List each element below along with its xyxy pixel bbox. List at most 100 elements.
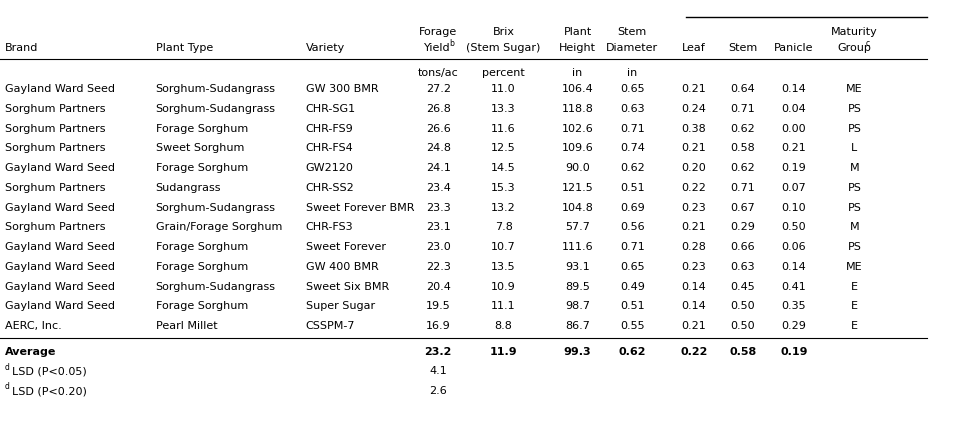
Text: GW 300 BMR: GW 300 BMR [306,84,379,94]
Text: Sweet Forever: Sweet Forever [306,242,385,252]
Text: 13.2: 13.2 [491,203,516,213]
Text: PS: PS [848,104,861,114]
Text: 27.2: 27.2 [426,84,451,94]
Text: 0.21: 0.21 [681,84,706,94]
Text: (Stem Sugar): (Stem Sugar) [466,43,541,53]
Text: 0.49: 0.49 [620,282,645,292]
Text: 8.8: 8.8 [495,321,512,331]
Text: Sweet Forever BMR: Sweet Forever BMR [306,203,414,213]
Text: Panicle: Panicle [774,43,814,53]
Text: PS: PS [848,203,861,213]
Text: 0.62: 0.62 [730,163,755,173]
Text: 0.06: 0.06 [781,242,806,252]
Text: 0.23: 0.23 [681,262,706,272]
Text: Forage Sorghum: Forage Sorghum [156,262,248,272]
Text: Forage Sorghum: Forage Sorghum [156,242,248,252]
Text: 0.65: 0.65 [620,84,645,94]
Text: LSD (P<0.20): LSD (P<0.20) [12,386,87,396]
Text: Sweet Sorghum: Sweet Sorghum [156,143,244,153]
Text: Sweet Six BMR: Sweet Six BMR [306,282,389,292]
Text: Sorghum Partners: Sorghum Partners [5,104,106,114]
Text: 10.7: 10.7 [491,242,516,252]
Text: Plant: Plant [563,27,592,37]
Text: 0.24: 0.24 [681,104,706,114]
Text: 0.45: 0.45 [730,282,755,292]
Text: 86.7: 86.7 [565,321,590,331]
Text: 0.65: 0.65 [620,262,645,272]
Text: 12.5: 12.5 [491,143,516,153]
Text: Height: Height [559,43,596,53]
Text: E: E [850,301,858,311]
Text: 0.66: 0.66 [730,242,755,252]
Text: 26.6: 26.6 [426,124,451,134]
Text: 0.62: 0.62 [730,124,755,134]
Text: 15.3: 15.3 [491,183,516,193]
Text: CHR-FS3: CHR-FS3 [306,222,354,232]
Text: 10.9: 10.9 [491,282,516,292]
Text: Sorghum-Sudangrass: Sorghum-Sudangrass [156,84,276,94]
Text: 11.9: 11.9 [490,347,517,357]
Text: 0.50: 0.50 [730,321,755,331]
Text: CHR-FS9: CHR-FS9 [306,124,354,134]
Text: 0.10: 0.10 [781,203,806,213]
Text: in: in [573,68,582,78]
Text: 23.0: 23.0 [426,242,451,252]
Text: b: b [450,39,455,48]
Text: Sorghum Partners: Sorghum Partners [5,143,106,153]
Text: Forage Sorghum: Forage Sorghum [156,163,248,173]
Text: 20.4: 20.4 [426,282,451,292]
Text: Gayland Ward Seed: Gayland Ward Seed [5,84,114,94]
Text: 0.23: 0.23 [681,203,706,213]
Text: 0.50: 0.50 [781,222,806,232]
Text: 16.9: 16.9 [426,321,451,331]
Text: Pearl Millet: Pearl Millet [156,321,217,331]
Text: 93.1: 93.1 [565,262,590,272]
Text: Leaf: Leaf [682,43,705,53]
Text: 0.64: 0.64 [730,84,755,94]
Text: 0.19: 0.19 [781,163,806,173]
Text: 99.3: 99.3 [564,347,591,357]
Text: E: E [850,282,858,292]
Text: Variety: Variety [306,43,345,53]
Text: Sorghum Partners: Sorghum Partners [5,183,106,193]
Text: AERC, Inc.: AERC, Inc. [5,321,62,331]
Text: 0.71: 0.71 [730,183,755,193]
Text: M: M [850,222,859,232]
Text: ME: ME [846,84,863,94]
Text: 4.1: 4.1 [430,366,447,376]
Text: CSSPM-7: CSSPM-7 [306,321,356,331]
Text: 0.63: 0.63 [620,104,645,114]
Text: PS: PS [848,183,861,193]
Text: Stem: Stem [618,27,647,37]
Text: 0.62: 0.62 [620,163,645,173]
Text: Gayland Ward Seed: Gayland Ward Seed [5,242,114,252]
Text: 104.8: 104.8 [561,203,594,213]
Text: Sorghum Partners: Sorghum Partners [5,124,106,134]
Text: Brand: Brand [5,43,38,53]
Text: 102.6: 102.6 [561,124,594,134]
Text: d: d [5,382,10,391]
Text: 0.29: 0.29 [730,222,755,232]
Text: 22.3: 22.3 [426,262,451,272]
Text: 24.8: 24.8 [426,143,451,153]
Text: GW2120: GW2120 [306,163,354,173]
Text: 11.0: 11.0 [491,84,516,94]
Text: Gayland Ward Seed: Gayland Ward Seed [5,301,114,311]
Text: 0.71: 0.71 [730,104,755,114]
Text: Sorghum-Sudangrass: Sorghum-Sudangrass [156,104,276,114]
Text: 19.5: 19.5 [426,301,451,311]
Text: Group: Group [837,43,871,53]
Text: 0.55: 0.55 [620,321,645,331]
Text: PS: PS [848,124,861,134]
Text: Sorghum-Sudangrass: Sorghum-Sudangrass [156,282,276,292]
Text: 7.8: 7.8 [495,222,512,232]
Text: Yield: Yield [424,43,451,53]
Text: CHR-SG1: CHR-SG1 [306,104,356,114]
Text: 0.56: 0.56 [620,222,645,232]
Text: 90.0: 90.0 [565,163,590,173]
Text: 89.5: 89.5 [565,282,590,292]
Text: 11.6: 11.6 [491,124,516,134]
Text: Gayland Ward Seed: Gayland Ward Seed [5,163,114,173]
Text: Sorghum Partners: Sorghum Partners [5,222,106,232]
Text: Maturity: Maturity [831,27,877,37]
